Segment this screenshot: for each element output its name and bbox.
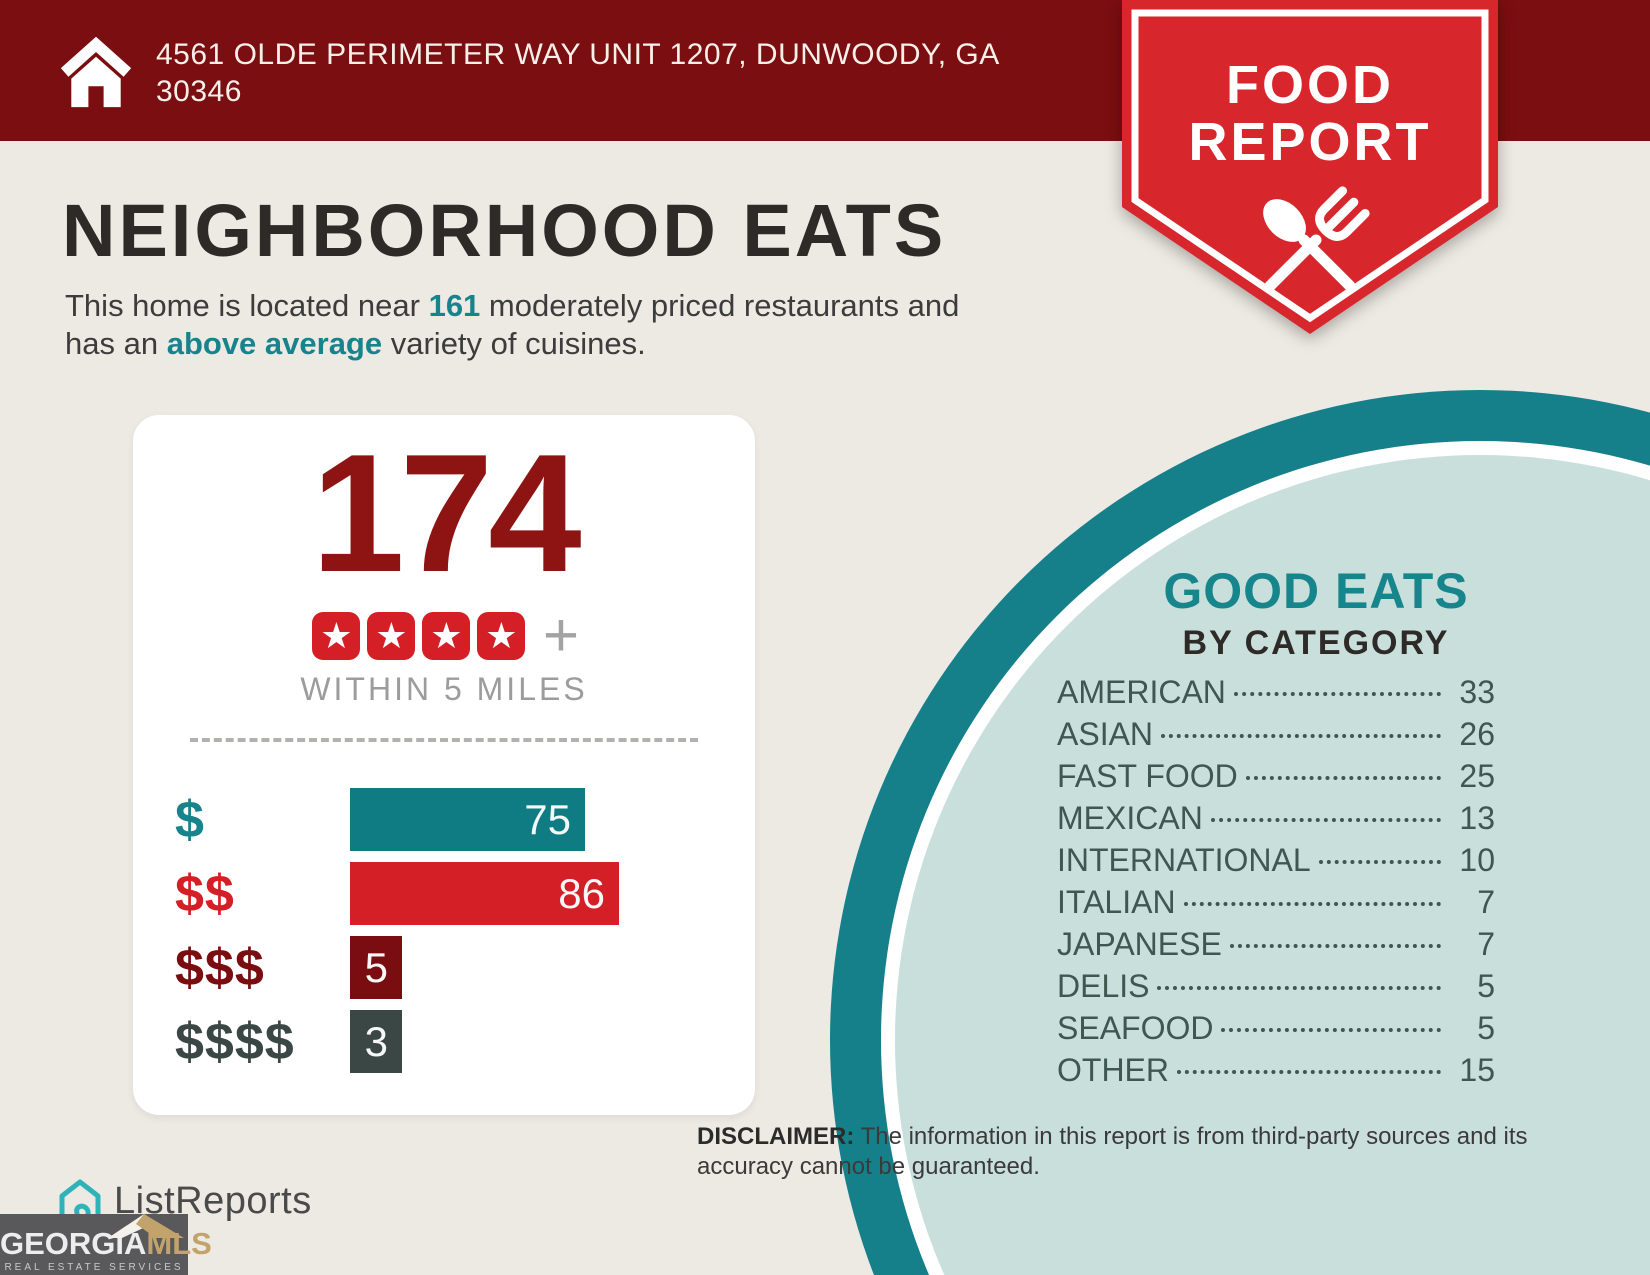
mls-roof-icon <box>108 1214 184 1238</box>
price-tier-label: $$$ <box>175 938 265 997</box>
price-bar-row: $75 <box>133 788 755 851</box>
dotted-leader <box>1177 1070 1441 1074</box>
category-value: 26 <box>1459 716 1495 752</box>
category-row: ITALIAN 7 <box>1057 884 1495 926</box>
star-rating: ★ ★ ★ ★ + <box>133 601 755 670</box>
food-report-badge: FOOD REPORT <box>1122 0 1498 334</box>
category-label: INTERNATIONAL <box>1057 842 1311 878</box>
georgia-mls-logo: GEORGIAMLS REAL ESTATE SERVICES <box>0 1214 212 1275</box>
disclaimer-label: DISCLAIMER: <box>697 1123 855 1150</box>
good-eats-subtitle: BY CATEGORY <box>1182 624 1450 662</box>
category-value: 25 <box>1459 758 1495 794</box>
category-label: FAST FOOD <box>1057 758 1238 794</box>
dashed-divider <box>190 738 698 742</box>
intro-line1: This home is located near 161 moderately… <box>65 287 959 325</box>
dotted-leader <box>1245 776 1441 780</box>
category-list: AMERICAN 33 ASIAN 26 FAST FOOD 25 MEXICAN 13 INT… <box>1057 674 1495 1094</box>
variety-highlight: above average <box>166 326 383 361</box>
property-address: 4561 OLDE PERIMETER WAY UNIT 1207, DUNWO… <box>156 36 1000 110</box>
plus-sign: + <box>542 601 580 670</box>
dotted-leader <box>1233 692 1441 696</box>
spoon-fork-icon <box>1263 186 1370 292</box>
dotted-leader <box>1210 818 1441 822</box>
category-label: OTHER <box>1057 1052 1169 1088</box>
category-row: JAPANESE 7 <box>1057 926 1495 968</box>
price-bar-row: $$$$ 3 <box>133 1010 755 1073</box>
dotted-leader <box>1183 902 1441 906</box>
category-row: SEAFOOD 5 <box>1057 1010 1495 1052</box>
category-label: AMERICAN <box>1057 674 1226 710</box>
category-value: 7 <box>1477 926 1495 962</box>
summary-card: 174 ★ ★ ★ ★ + WITHIN 5 MILES $75 $$ 86 $$$ 5 $$$… <box>133 415 755 1115</box>
home-icon <box>60 36 132 108</box>
category-label: SEAFOOD <box>1057 1010 1214 1046</box>
dotted-leader <box>1157 986 1441 990</box>
category-label: MEXICAN <box>1057 800 1203 836</box>
category-value: 5 <box>1477 968 1495 1004</box>
price-tier-label: $$ <box>175 864 235 923</box>
category-row: AMERICAN 33 <box>1057 674 1495 716</box>
price-tier-label: $$$$ <box>175 1012 295 1071</box>
category-row: FAST FOOD 25 <box>1057 758 1495 800</box>
dotted-leader <box>1161 734 1441 738</box>
price-tier-label: $ <box>175 790 205 849</box>
disclaimer-body: The information in this report is from t… <box>697 1123 1528 1180</box>
star-icon: ★ <box>422 612 471 660</box>
badge-label-food: FOOD <box>1226 55 1394 115</box>
star-icon: ★ <box>367 612 416 660</box>
intro-text: This home is located near 161 moderately… <box>65 287 959 363</box>
price-tier-bar: 3 <box>350 1010 402 1073</box>
category-value: 13 <box>1459 800 1495 836</box>
category-label: ITALIAN <box>1057 884 1176 920</box>
address-line2: 30346 <box>156 75 242 108</box>
dotted-leader <box>1318 860 1441 864</box>
category-row: MEXICAN 13 <box>1057 800 1495 842</box>
radius-label: WITHIN 5 MILES <box>300 671 588 707</box>
intro-seg: moderately priced restaurants and <box>480 288 960 323</box>
intro-seg: has an <box>65 326 167 361</box>
disclaimer-text: DISCLAIMER: The information in this repo… <box>697 1122 1542 1182</box>
category-label: DELIS <box>1057 968 1150 1004</box>
category-row: OTHER 15 <box>1057 1052 1495 1094</box>
star-icon: ★ <box>477 612 526 660</box>
price-tier-bar: 86 <box>350 862 619 925</box>
category-row: DELIS 5 <box>1057 968 1495 1010</box>
price-bar-row: $$ 86 <box>133 862 755 925</box>
address-line1: 4561 OLDE PERIMETER WAY UNIT 1207, DUNWO… <box>156 38 1000 71</box>
star-icon: ★ <box>312 612 361 660</box>
price-tier-bar: 5 <box>350 936 402 999</box>
category-value: 15 <box>1459 1052 1495 1088</box>
category-value: 33 <box>1459 674 1495 710</box>
price-bar-row: $$$ 5 <box>133 936 755 999</box>
price-tier-bar: 75 <box>350 788 585 851</box>
star-badges: ★ ★ ★ ★ <box>309 612 529 660</box>
category-label: ASIAN <box>1057 716 1154 752</box>
category-row: INTERNATIONAL 10 <box>1057 842 1495 884</box>
restaurant-count: 161 <box>428 288 481 323</box>
page-title: NEIGHBORHOOD EATS <box>62 189 947 272</box>
category-value: 10 <box>1459 842 1495 878</box>
category-label: JAPANESE <box>1057 926 1222 962</box>
mls-tagline: REAL ESTATE SERVICES <box>4 1262 184 1273</box>
good-eats-header: GOOD EATS BY CATEGORY <box>1130 562 1502 663</box>
listreports-logo: ListReports <box>58 1178 312 1224</box>
dotted-leader <box>1229 944 1441 948</box>
intro-seg: variety of cuisines. <box>382 326 646 361</box>
intro-seg: This home is located near <box>65 288 429 323</box>
category-row: ASIAN 26 <box>1057 716 1495 758</box>
price-tier-bar-chart: $75 $$ 86 $$$ 5 $$$$ 3 <box>133 788 755 1084</box>
good-eats-title: GOOD EATS <box>1163 563 1469 619</box>
category-value: 5 <box>1477 1010 1495 1046</box>
category-value: 7 <box>1477 884 1495 920</box>
intro-line2: has an above average variety of cuisines… <box>65 325 959 363</box>
dotted-leader <box>1221 1028 1441 1032</box>
badge-label-report: REPORT <box>1188 112 1431 172</box>
total-restaurants: 174 <box>311 419 581 607</box>
